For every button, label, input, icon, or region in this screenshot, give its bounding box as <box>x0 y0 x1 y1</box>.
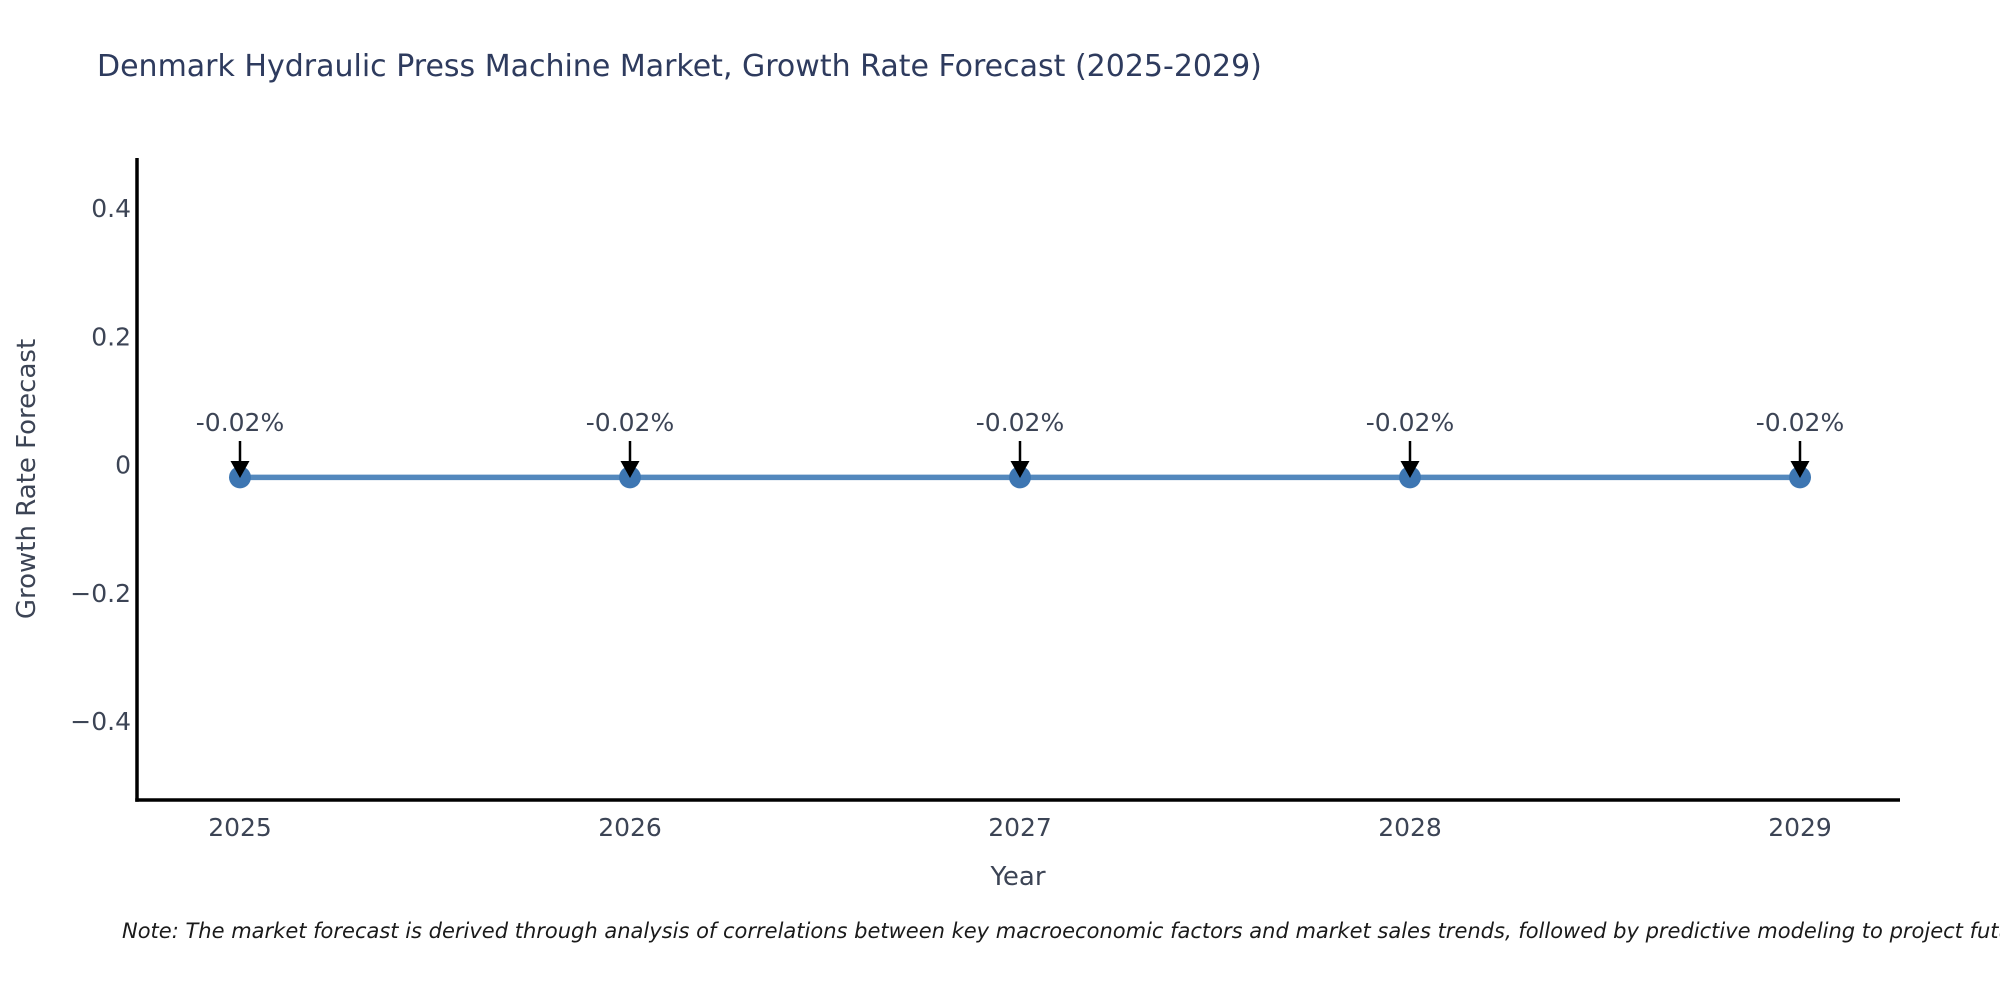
y-tick-label: 0.2 <box>91 322 131 351</box>
x-axis-title: Year <box>990 862 1046 892</box>
annotation-arrow-head <box>1010 461 1030 478</box>
y-tick-label: −0.4 <box>70 707 131 736</box>
x-tick-label: 2026 <box>598 813 662 842</box>
x-tick-label: 2029 <box>1768 813 1832 842</box>
chart-title: Denmark Hydraulic Press Machine Market, … <box>97 49 1262 84</box>
y-tick-label: 0.4 <box>91 194 131 223</box>
footnote: Note: The market forecast is derived thr… <box>122 919 2000 943</box>
point-value-label: -0.02% <box>1756 408 1844 437</box>
y-tick-label: 0 <box>115 451 131 480</box>
point-value-label: -0.02% <box>586 408 674 437</box>
y-tick-label: −0.2 <box>70 579 131 608</box>
annotation-arrow-head <box>230 461 250 478</box>
point-value-label: -0.02% <box>1366 408 1454 437</box>
point-value-label: -0.02% <box>976 408 1064 437</box>
annotation-arrow-head <box>1790 461 1810 478</box>
point-value-label: -0.02% <box>196 408 284 437</box>
x-tick-label: 2027 <box>988 813 1052 842</box>
x-tick-label: 2025 <box>208 813 272 842</box>
x-tick-label: 2028 <box>1378 813 1442 842</box>
annotation-arrow-head <box>620 461 640 478</box>
annotation-arrow-head <box>1400 461 1420 478</box>
